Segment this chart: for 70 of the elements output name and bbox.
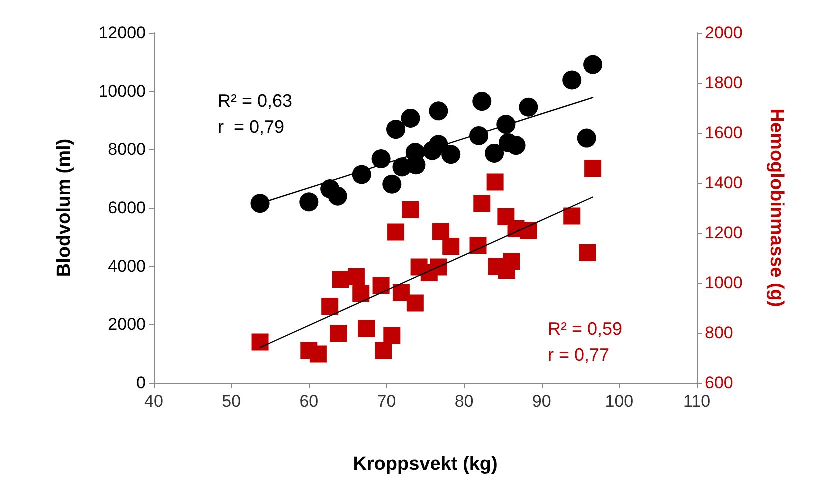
y-axis-title: Blodvolum (ml)	[54, 138, 75, 278]
point	[485, 144, 504, 163]
x-axis-title: Kroppsvekt (kg)	[353, 454, 498, 475]
point	[310, 346, 327, 363]
y-tick-label: 2000	[108, 315, 146, 334]
y2-tick-label: 1000	[705, 274, 743, 292]
point	[470, 237, 487, 254]
y2-tick-label: 2000	[705, 24, 743, 42]
point	[372, 150, 391, 168]
point	[372, 277, 390, 294]
point	[250, 194, 270, 214]
y-tick-label: 10000	[98, 82, 146, 101]
x-tick-label: 40	[144, 392, 164, 411]
x-tick-label: 100	[605, 392, 634, 411]
point	[401, 108, 420, 128]
x-tick-label: 90	[532, 392, 552, 411]
point	[352, 285, 370, 302]
x-tick-label: 80	[454, 392, 474, 411]
point	[584, 160, 602, 177]
point	[252, 334, 269, 351]
x-tick-label: 110	[683, 392, 711, 411]
point	[430, 258, 448, 276]
point	[486, 174, 504, 191]
point	[382, 174, 402, 194]
point	[470, 126, 489, 146]
point	[442, 238, 460, 255]
point	[322, 298, 339, 315]
point	[330, 325, 348, 342]
point	[584, 55, 603, 74]
point	[429, 102, 448, 121]
point	[442, 145, 461, 164]
y2-tick-label: 1800	[705, 74, 743, 92]
annotation: R² = 0,59 r = 0,77	[548, 319, 623, 365]
point	[432, 223, 450, 240]
point	[519, 98, 538, 117]
point	[496, 115, 516, 134]
y-tick-label: 6000	[108, 198, 146, 218]
point	[384, 327, 401, 344]
point	[348, 268, 365, 286]
point	[375, 342, 392, 360]
point	[388, 224, 405, 241]
y2-axis-title: Hemoglobinmasse (g)	[766, 108, 787, 308]
point	[352, 165, 372, 184]
point	[520, 222, 538, 240]
x-tick-label: 50	[222, 392, 242, 411]
y2-tick-label: 1400	[705, 174, 743, 192]
point	[328, 186, 348, 206]
x-tick-label: 70	[377, 392, 396, 411]
y2-tick-label: 600	[705, 374, 734, 392]
x-tick-label: 60	[300, 392, 319, 411]
y-tick-label: 4000	[108, 256, 146, 276]
point	[386, 120, 406, 140]
point	[577, 128, 596, 148]
y-tick-label: 8000	[108, 140, 146, 160]
point	[564, 208, 581, 225]
annotation: R² = 0,63 r = 0,79	[218, 91, 293, 137]
y-tick-label: 12000	[98, 24, 146, 42]
point	[332, 271, 350, 288]
point	[406, 294, 424, 312]
point	[402, 202, 420, 218]
point	[579, 244, 596, 262]
point	[300, 192, 319, 212]
y-tick-label: 0	[136, 374, 146, 392]
point	[474, 195, 491, 212]
point	[472, 92, 492, 112]
y2-tick-label: 1600	[705, 124, 743, 142]
y2-tick-label: 800	[705, 324, 734, 342]
point	[358, 320, 376, 338]
point	[562, 70, 582, 90]
y2-tick-label: 1200	[705, 224, 743, 242]
